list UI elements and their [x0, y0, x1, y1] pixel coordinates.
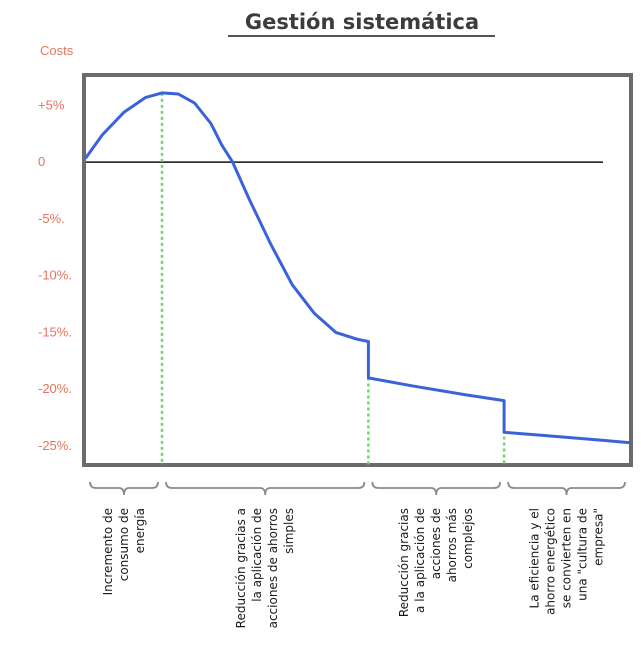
y-tick-label: -5%.	[38, 211, 65, 226]
phase-label-line: ahorro energético	[544, 508, 558, 615]
plot-frame	[82, 73, 633, 467]
phase-label-line: La eficiencia y el	[528, 508, 542, 608]
y-tick-label: +5%	[38, 97, 65, 112]
phase-label-line: Reducción gracias a	[234, 508, 248, 628]
y-axis-label: Costs	[40, 43, 74, 58]
phase-label-line: se convierten en	[560, 508, 574, 608]
phase-label-line: energía	[133, 508, 147, 553]
y-tick-labels: +5% 0 -5%. -10%. -15%. -20%. -25%.	[38, 97, 72, 453]
phase-label-line: complejos	[461, 508, 475, 569]
y-tick-label: -15%.	[38, 324, 72, 339]
y-tick-label: -25%.	[38, 438, 72, 453]
phase-label-line: la aplicación de	[250, 508, 264, 602]
chart-title: Gestión sistemática	[245, 10, 479, 34]
phase-brace	[165, 481, 366, 496]
y-tick-label: -20%.	[38, 381, 72, 396]
phase-label-line: Incremento de	[101, 508, 115, 595]
phase-label-line: simples	[282, 508, 296, 554]
phase-label-line: empresa"	[592, 508, 606, 566]
phase-label-line: una "cultura de	[576, 508, 590, 601]
series-line	[84, 91, 631, 445]
y-tick-label: 0	[38, 154, 45, 169]
phase-brace	[89, 481, 159, 496]
phase-markers	[160, 92, 506, 465]
series-group	[84, 91, 631, 445]
phase-braces	[89, 481, 626, 496]
phase-label-line: a la aplicación de	[413, 508, 427, 613]
phase-label-line: ahorros más	[445, 508, 459, 582]
y-tick-label: -10%.	[38, 268, 72, 283]
phase-label-line: Reducción gracias	[397, 508, 411, 617]
phase-brace	[507, 481, 626, 496]
phase-label-line: consumo de	[117, 508, 131, 581]
phase-label-line: acciones de ahorros	[266, 508, 280, 628]
phase-brace	[371, 481, 502, 496]
phase-labels: Incremento de consumo de energía Reducción …	[101, 508, 606, 628]
phase-label-line: acciones de	[429, 508, 443, 579]
